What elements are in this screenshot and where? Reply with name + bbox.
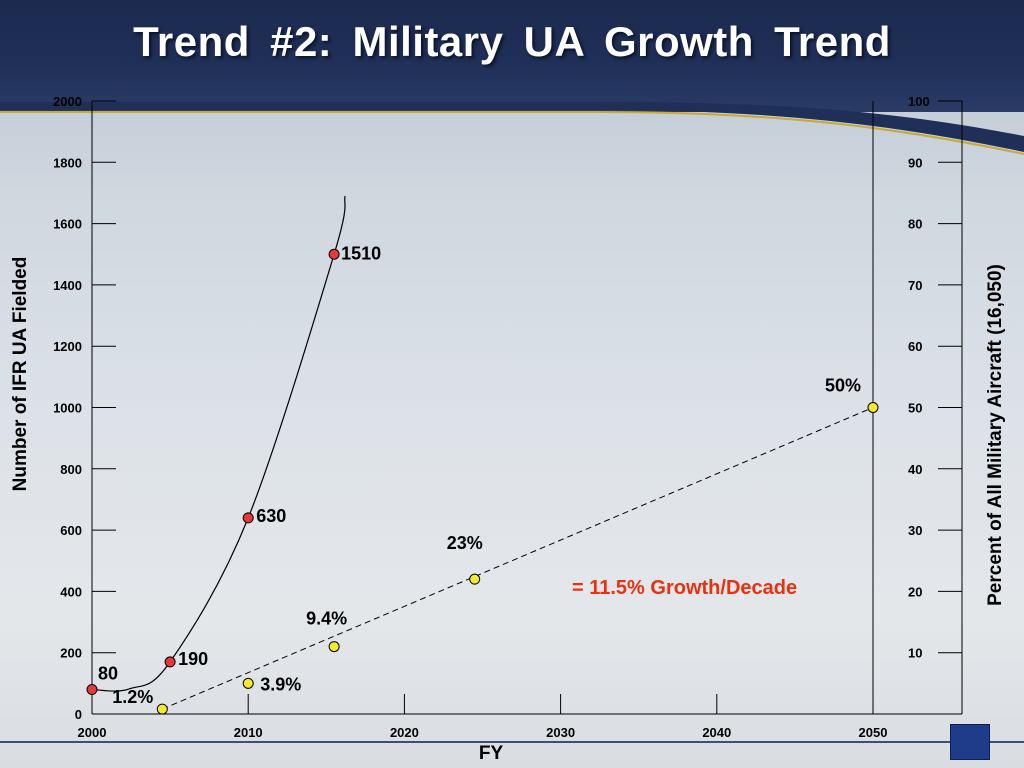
y-tick-label: 2000 bbox=[53, 94, 82, 109]
x-tick-label: 2010 bbox=[234, 725, 263, 740]
data-label-percent: 9.4% bbox=[306, 609, 347, 629]
data-point-ifr-ua bbox=[242, 512, 254, 524]
header-swoosh bbox=[0, 102, 1024, 155]
footer-logo-box bbox=[950, 724, 990, 760]
y-tick-label: 1800 bbox=[53, 155, 82, 170]
y-tick-label: 1600 bbox=[53, 217, 82, 232]
y2-tick-label: 70 bbox=[908, 278, 922, 293]
y-tick-label: 400 bbox=[60, 584, 82, 599]
y2-tick-label: 10 bbox=[908, 646, 922, 661]
slide-title: Trend #2: Military UA Growth Trend bbox=[133, 18, 891, 65]
data-point-percent bbox=[328, 641, 340, 653]
y-tick-label: 0 bbox=[75, 707, 82, 722]
data-label-ifr-ua: 190 bbox=[178, 649, 208, 669]
x-tick-label: 2000 bbox=[78, 725, 107, 740]
x-tick-label: 2020 bbox=[390, 725, 419, 740]
growth-annotation: = 11.5% Growth/Decade bbox=[572, 577, 797, 599]
y2-tick-label: 100 bbox=[908, 94, 930, 109]
data-label-percent: 1.2% bbox=[112, 687, 153, 707]
x-axis-title: FY bbox=[479, 743, 504, 764]
y2-tick-label: 90 bbox=[908, 155, 922, 170]
data-point-percent bbox=[242, 677, 254, 689]
data-point-ifr-ua bbox=[328, 248, 340, 260]
data-label-percent: 23% bbox=[447, 533, 483, 553]
data-label-percent: 50% bbox=[825, 376, 861, 396]
data-point-ifr-ua bbox=[164, 656, 176, 668]
data-label-ifr-ua: 630 bbox=[256, 506, 286, 526]
data-label-ifr-ua: 80 bbox=[98, 663, 118, 683]
y-tick-label: 1200 bbox=[53, 339, 82, 354]
y2-tick-label: 30 bbox=[908, 523, 922, 538]
y2-tick-label: 80 bbox=[908, 217, 922, 232]
data-label-percent: 3.9% bbox=[260, 674, 301, 694]
slide-header bbox=[0, 0, 1024, 112]
footer-line bbox=[0, 741, 1024, 743]
y2-tick-label: 40 bbox=[908, 462, 922, 477]
x-tick-label: 2050 bbox=[859, 725, 888, 740]
data-point-percent bbox=[156, 703, 168, 715]
y-tick-label: 1400 bbox=[53, 278, 82, 293]
y-tick-label: 800 bbox=[60, 462, 82, 477]
x-tick-label: 2030 bbox=[546, 725, 575, 740]
y-tick-label: 1000 bbox=[53, 401, 82, 416]
data-point-ifr-ua bbox=[86, 683, 98, 695]
y2-axis-title: Percent of All Military Aircraft (16,050… bbox=[985, 264, 1006, 606]
y2-tick-label: 20 bbox=[908, 584, 922, 599]
x-tick-label: 2040 bbox=[702, 725, 731, 740]
data-point-percent bbox=[469, 573, 481, 585]
y2-tick-label: 50 bbox=[908, 401, 922, 416]
y-tick-label: 600 bbox=[60, 523, 82, 538]
series-percent-trend-line bbox=[162, 407, 874, 710]
y-tick-label: 200 bbox=[60, 646, 82, 661]
data-label-ifr-ua: 1510 bbox=[341, 243, 381, 263]
data-point-percent bbox=[867, 402, 879, 413]
y-axis-title: Number of IFR UA Fielded bbox=[10, 257, 31, 492]
y2-tick-label: 60 bbox=[908, 339, 922, 354]
